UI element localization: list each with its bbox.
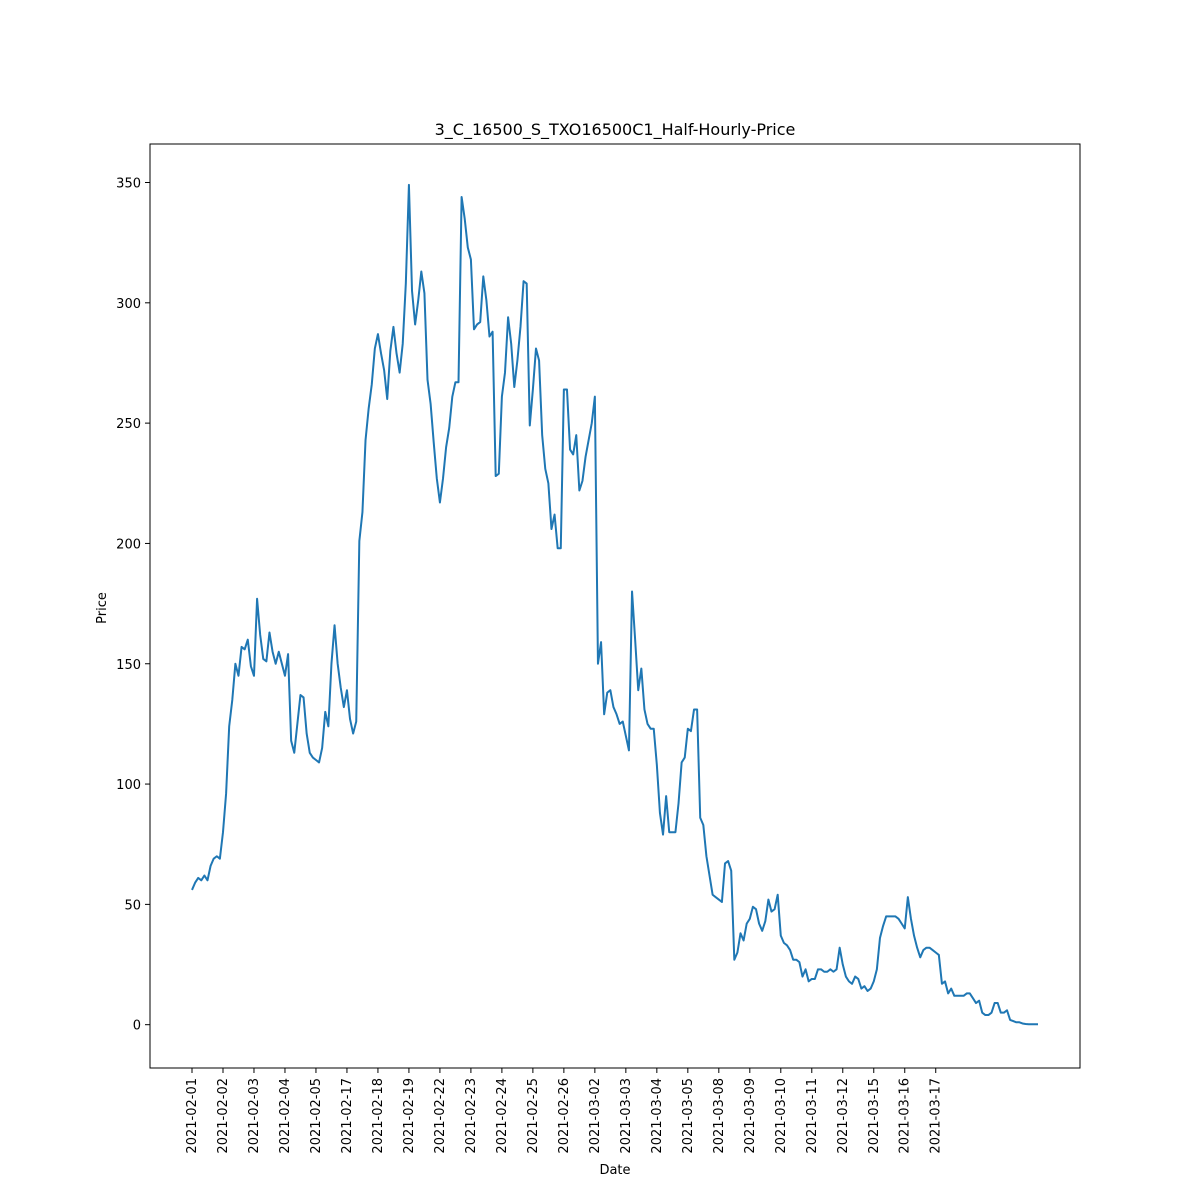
x-tick-label: 2021-03-09 (743, 1078, 758, 1154)
y-tick-label: 50 (124, 898, 141, 913)
plot-area-frame (149, 143, 1081, 1069)
x-tick-label: 2021-02-02 (216, 1078, 231, 1154)
y-tick-label: 350 (116, 177, 141, 192)
y-tick-label: 0 (133, 1019, 141, 1034)
x-tick-label: 2021-02-03 (247, 1078, 262, 1154)
y-axis-label: Price (95, 592, 110, 624)
x-tick-label: 2021-03-16 (898, 1078, 913, 1154)
x-tick-label: 2021-03-04 (650, 1078, 665, 1154)
x-tick-label: 2021-02-22 (433, 1078, 448, 1154)
x-tick-label: 2021-02-24 (495, 1078, 510, 1154)
x-tick-label: 2021-02-25 (526, 1078, 541, 1154)
x-tick-label: 2021-03-08 (712, 1078, 727, 1154)
series-layer (191, 183, 1038, 1026)
x-axis: 2021-02-01 2021-02-02 2021-02-03 2021-02-04… (185, 1068, 944, 1154)
y-tick-label: 250 (116, 417, 141, 432)
chart-title: 3_C_16500_S_TXO16500C1_Half-Hourly-Price (435, 120, 796, 140)
x-tick-label: 2021-03-03 (619, 1078, 634, 1154)
x-tick-label: 2021-02-05 (309, 1078, 324, 1154)
y-axis: 0 50 100 150 200 250 300 350 (116, 177, 150, 1034)
y-tick-label: 100 (116, 778, 141, 793)
x-tick-label: 2021-03-05 (681, 1078, 696, 1154)
x-tick-label: 2021-03-10 (774, 1078, 789, 1154)
price-series-line (191, 183, 1038, 1026)
x-tick-label: 2021-02-19 (402, 1078, 417, 1154)
x-tick-label: 2021-03-17 (929, 1078, 944, 1154)
x-tick-label: 2021-02-17 (340, 1078, 355, 1154)
x-axis-label: Date (599, 1163, 630, 1178)
x-tick-label: 2021-03-11 (805, 1078, 820, 1154)
y-tick-label: 200 (116, 537, 141, 552)
x-tick-label: 2021-03-12 (836, 1078, 851, 1154)
x-tick-label: 2021-03-02 (588, 1078, 603, 1154)
y-tick-label: 300 (116, 297, 141, 312)
x-tick-label: 2021-03-15 (867, 1078, 882, 1154)
axes-frame (149, 143, 1081, 1069)
y-tick-label: 150 (116, 658, 141, 673)
x-tick-label: 2021-02-26 (557, 1078, 572, 1154)
x-tick-label: 2021-02-01 (185, 1078, 200, 1154)
x-tick-label: 2021-02-04 (278, 1078, 293, 1154)
x-tick-label: 2021-02-18 (371, 1078, 386, 1154)
x-tick-label: 2021-02-23 (464, 1078, 479, 1154)
